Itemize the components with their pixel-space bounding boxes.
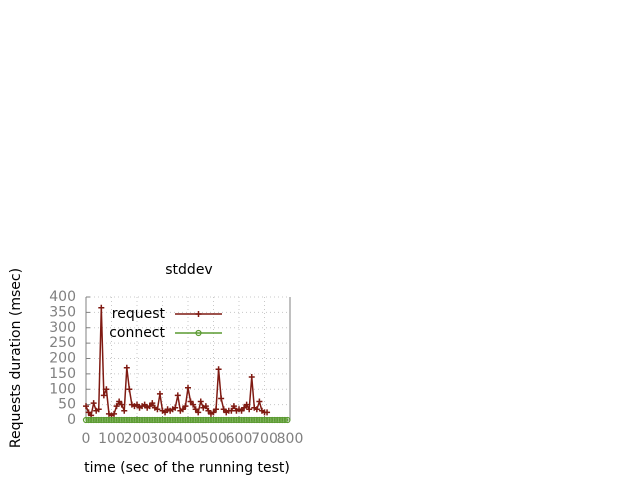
data-point bbox=[111, 410, 118, 417]
data-point bbox=[174, 392, 181, 399]
data-point bbox=[156, 390, 163, 397]
data-point bbox=[141, 401, 148, 408]
data-point bbox=[215, 366, 222, 373]
y-tick-label: 100 bbox=[49, 381, 76, 397]
data-point bbox=[218, 395, 225, 402]
data-point bbox=[154, 406, 161, 413]
data-point bbox=[213, 406, 220, 413]
data-point bbox=[149, 400, 156, 407]
y-tick-label: 400 bbox=[49, 289, 76, 305]
x-axis-label: time (sec of the running test) bbox=[84, 460, 290, 476]
y-tick-label: 150 bbox=[49, 366, 76, 382]
data-point bbox=[238, 407, 245, 414]
data-point bbox=[100, 392, 107, 399]
data-point bbox=[220, 406, 227, 413]
data-point bbox=[256, 398, 263, 405]
legend-label: connect bbox=[109, 325, 165, 341]
data-point bbox=[126, 386, 133, 393]
x-tick-label: 700 bbox=[251, 431, 278, 447]
data-point bbox=[202, 403, 209, 410]
data-point bbox=[118, 401, 125, 408]
chart-title: stddev bbox=[165, 262, 212, 278]
data-point bbox=[98, 304, 105, 311]
data-point bbox=[113, 403, 120, 410]
data-point bbox=[190, 401, 197, 408]
data-point bbox=[248, 373, 255, 380]
data-point bbox=[90, 400, 97, 407]
data-point bbox=[246, 406, 253, 413]
x-tick-label: 100 bbox=[98, 431, 125, 447]
data-point bbox=[210, 409, 217, 416]
data-point bbox=[228, 407, 235, 414]
x-tick-label: 0 bbox=[82, 431, 91, 447]
data-point bbox=[192, 406, 199, 413]
data-point bbox=[264, 409, 271, 416]
data-point bbox=[123, 364, 130, 371]
data-point bbox=[121, 407, 128, 414]
data-point bbox=[172, 404, 179, 411]
data-point bbox=[185, 384, 191, 391]
legend-marker bbox=[195, 329, 202, 337]
data-point bbox=[146, 403, 153, 410]
x-tick-label: 600 bbox=[226, 431, 253, 447]
x-tick-label: 500 bbox=[200, 431, 227, 447]
data-point bbox=[195, 409, 202, 416]
data-point bbox=[281, 416, 288, 424]
data-point bbox=[179, 406, 186, 413]
x-tick-label: 800 bbox=[277, 431, 304, 447]
x-tick-label: 300 bbox=[149, 431, 176, 447]
data-point bbox=[197, 398, 204, 405]
data-point bbox=[241, 404, 248, 411]
y-tick-label: 200 bbox=[49, 351, 76, 367]
y-tick-label: 0 bbox=[67, 412, 76, 428]
y-tick-label: 300 bbox=[49, 320, 76, 336]
y-tick-label: 350 bbox=[49, 304, 76, 320]
data-point bbox=[134, 401, 140, 408]
data-point bbox=[205, 407, 212, 414]
data-point bbox=[95, 406, 102, 413]
data-point bbox=[230, 403, 237, 410]
data-point bbox=[85, 409, 92, 416]
data-point bbox=[253, 406, 260, 413]
data-point bbox=[182, 403, 189, 410]
data-point bbox=[187, 398, 194, 405]
y-axis-label: Requests duration (msec) bbox=[8, 268, 24, 448]
x-tick-label: 200 bbox=[124, 431, 151, 447]
y-tick-label: 250 bbox=[49, 335, 76, 351]
x-tick-label: 400 bbox=[175, 431, 202, 447]
data-point bbox=[116, 398, 123, 405]
data-point bbox=[284, 416, 291, 424]
legend-label: request bbox=[112, 306, 166, 322]
legend-marker bbox=[195, 311, 202, 317]
data-point bbox=[103, 386, 110, 393]
data-point bbox=[162, 409, 169, 416]
data-point bbox=[83, 403, 89, 410]
series-line bbox=[85, 307, 268, 418]
data-point bbox=[243, 401, 250, 408]
y-tick-label: 50 bbox=[58, 397, 76, 413]
